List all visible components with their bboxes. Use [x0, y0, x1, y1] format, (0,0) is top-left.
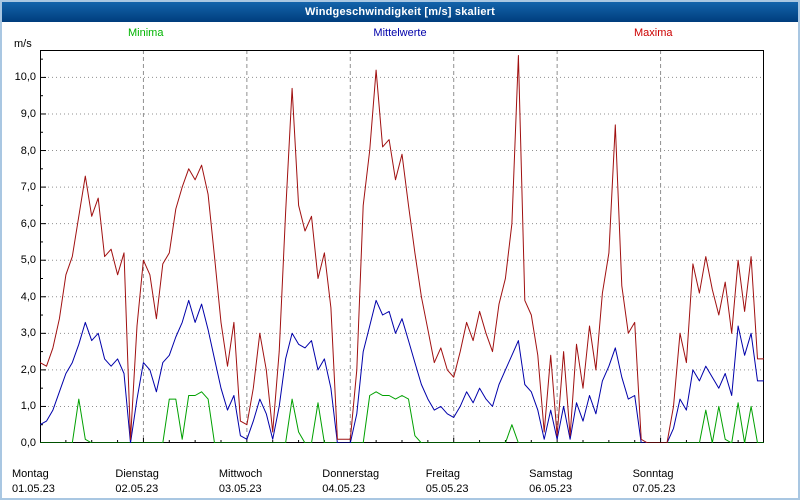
x-day-label: Samstag	[529, 468, 573, 480]
x-date-label: 06.05.23	[529, 483, 572, 495]
wind-speed-line-chart	[40, 50, 764, 443]
chart-title: Windgeschwindigkeit [m/s] skaliert	[304, 6, 496, 18]
legend-maxima: Maxima	[634, 27, 673, 39]
x-day-label: Montag	[12, 468, 49, 480]
y-tick-label: 0,0	[20, 437, 36, 449]
y-tick-label: 9,0	[20, 107, 36, 120]
y-tick-label: 1,0	[20, 400, 36, 413]
y-tick-label: 10,0	[14, 71, 36, 84]
legend-minima: Minima	[128, 27, 164, 39]
y-axis-unit-label: m/s	[14, 38, 32, 50]
x-day-label: Freitag	[425, 468, 460, 480]
x-day-label: Donnerstag	[322, 468, 380, 480]
y-tick-label: 5,0	[20, 254, 36, 267]
x-date-label: 03.05.23	[218, 483, 262, 495]
x-date-label: 05.05.23	[425, 483, 469, 495]
x-day-label: Mittwoch	[218, 468, 263, 480]
y-tick-label: 7,0	[20, 181, 36, 194]
y-tick-label: 4,0	[20, 290, 36, 303]
y-tick-label: 8,0	[20, 144, 36, 157]
x-date-label: 07.05.23	[632, 483, 676, 495]
y-tick-label: 2,0	[20, 363, 36, 376]
x-date-label: 04.05.23	[322, 483, 366, 495]
x-date-label: 01.05.23	[12, 483, 55, 495]
y-tick-label: 3,0	[20, 327, 36, 340]
y-tick-label: 6,0	[20, 217, 36, 230]
plot-area	[40, 50, 764, 443]
legend-mittelwerte: Mittelwerte	[373, 27, 427, 39]
chart-title-bar: Windgeschwindigkeit [m/s] skaliert	[2, 2, 798, 22]
x-day-label: Sonntag	[632, 468, 674, 480]
x-date-label: 02.05.23	[115, 483, 159, 495]
x-day-label: Dienstag	[115, 468, 159, 480]
